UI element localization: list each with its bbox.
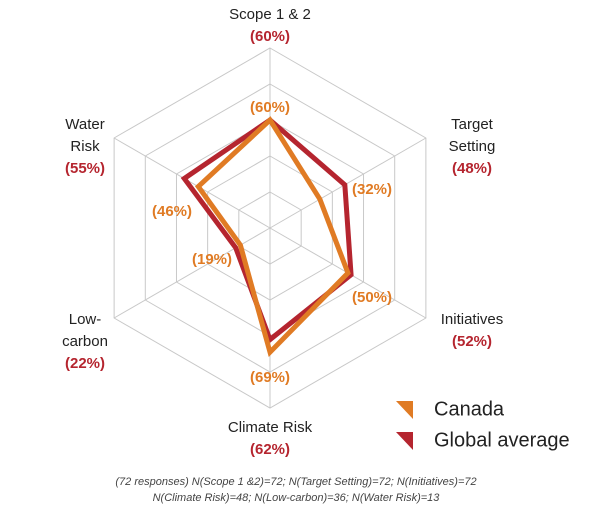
category-label: carbon xyxy=(62,333,108,350)
legend-marker xyxy=(396,401,413,419)
category-label: Risk xyxy=(70,138,100,155)
value-label: (55%) xyxy=(65,160,105,177)
footnote: (72 responses) N(Scope 1 &2)=72; N(Targe… xyxy=(115,476,476,488)
series-line xyxy=(180,116,354,344)
category-label: Initiatives xyxy=(441,311,504,328)
footnote: N(Climate Risk)=48; N(Low-carbon)=36; N(… xyxy=(153,492,441,504)
value-label: (46%) xyxy=(152,203,192,220)
value-label: (60%) xyxy=(250,28,290,45)
category-label: Scope 1 & 2 xyxy=(229,6,311,23)
category-label: Setting xyxy=(449,138,496,155)
grid-spoke xyxy=(269,137,427,229)
category-label: Climate Risk xyxy=(228,419,313,436)
category-label: Target xyxy=(451,116,494,133)
grid-spoke xyxy=(113,137,271,229)
value-label: (50%) xyxy=(352,289,392,306)
value-label: (32%) xyxy=(352,181,392,198)
value-label: (19%) xyxy=(192,251,232,268)
value-label: (22%) xyxy=(65,355,105,372)
category-label: Water xyxy=(65,116,104,133)
category-label: Low- xyxy=(69,311,102,328)
value-label: (52%) xyxy=(452,333,492,350)
series-line xyxy=(194,116,351,358)
legend-label: Global average xyxy=(434,429,570,451)
legend-label: Canada xyxy=(434,398,505,420)
grid-spoke xyxy=(113,227,271,319)
legend-marker xyxy=(396,432,413,450)
value-label: (69%) xyxy=(250,369,290,386)
value-label: (62%) xyxy=(250,441,290,458)
value-label: (48%) xyxy=(452,160,492,177)
value-label: (60%) xyxy=(250,99,290,116)
